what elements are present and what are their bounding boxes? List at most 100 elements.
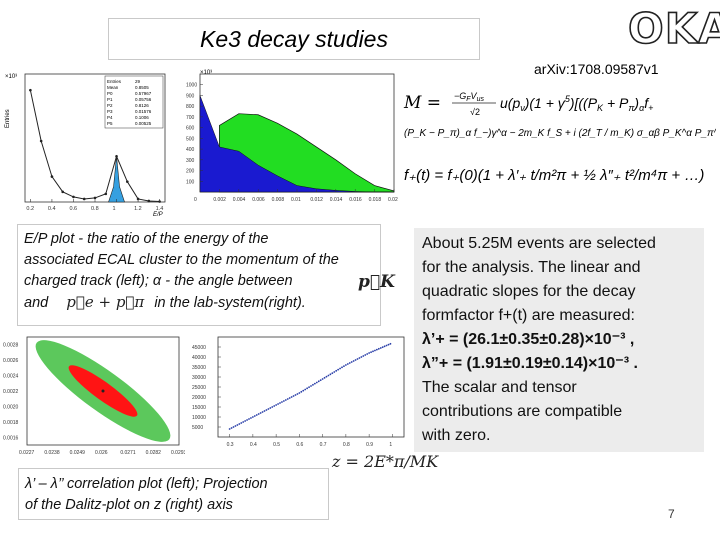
z-data-point: [263, 410, 266, 412]
results-line2: for the analysis. The linear and: [422, 259, 641, 276]
z-data-point: [337, 368, 340, 371]
stats-box: [104, 75, 164, 129]
caption-top: E/P plot - the ratio of the energy of th…: [17, 224, 381, 326]
amplitude-formula-body: u(pν)(1 + γ5)[((PK + Pπ)αf+: [500, 94, 653, 113]
amplitude-denominator: √2: [470, 107, 480, 117]
y-axis-label: Entries: [5, 109, 11, 128]
z-data-point: [331, 372, 334, 375]
z-data-point: [343, 365, 345, 368]
y-tick-label: 10000: [192, 415, 206, 421]
stats-value: 0.8126: [135, 103, 149, 108]
z-definition: z = 2E*π/MK: [332, 452, 439, 471]
y-tick-label: 15000: [192, 405, 206, 411]
z-data-point: [323, 376, 326, 379]
results-line4: formfactor f+(t) are measured:: [422, 307, 635, 324]
plot-frame: [217, 336, 405, 438]
y-tick-label: 500: [186, 136, 195, 142]
y-tick-label: 0.0016: [3, 435, 19, 441]
y-tick-label: 5000: [192, 425, 203, 431]
z-data-point: [275, 404, 278, 406]
vector-pk: p⃗K: [358, 272, 395, 292]
z-data-point: [242, 421, 245, 423]
ep-data-point: [29, 88, 32, 92]
stats-key: P0: [107, 91, 113, 96]
z-data-point: [356, 358, 359, 360]
z-data-point: [354, 359, 357, 361]
y-tick-label: 0.0018: [3, 420, 19, 426]
x-tick-label: 1.2: [134, 206, 142, 212]
y-tick-label: 35000: [192, 365, 206, 371]
z-data-point: [236, 424, 239, 426]
z-data-point: [344, 364, 347, 366]
z-data-point: [250, 417, 252, 419]
x-tick-label: 0.02: [388, 197, 398, 203]
z-data-point: [364, 354, 367, 356]
y-tick-label: 400: [186, 147, 195, 153]
x-tick-label: 0.3: [227, 442, 234, 448]
caption-bottom-line2: of the Dalitz-plot on z (right) axis: [25, 497, 233, 513]
z-data-point: [366, 353, 369, 355]
z-data-point: [358, 357, 361, 359]
z-data-point: [313, 382, 316, 385]
results-line9: with zero.: [422, 427, 491, 444]
ep-data-point: [61, 190, 64, 194]
z-data-point: [362, 355, 365, 357]
z-data-point: [238, 423, 241, 425]
x-tick-label: 0.026: [95, 450, 108, 456]
y-tick-label: 0.0022: [3, 389, 19, 395]
z-data-point: [286, 398, 289, 400]
z-data-point: [387, 343, 390, 346]
z-data-point: [300, 390, 303, 393]
z-data-point: [383, 345, 386, 348]
y-tick-label: 700: [186, 115, 195, 121]
x-tick-label: 0.7: [320, 442, 327, 448]
z-data-point: [389, 342, 392, 345]
caption-bottom: λ’ – λ’’ correlation plot (left); Projec…: [18, 468, 329, 520]
z-data-point: [290, 396, 293, 398]
y-tick-label: 0.0026: [3, 358, 19, 364]
x-tick-label: 0.014: [330, 197, 343, 203]
lambda-double-prime-result: λ”+ = (1.91±0.19±0.14)×10⁻³ .: [422, 355, 638, 372]
y-multiplier: ×10³: [200, 70, 212, 76]
z-data-point: [379, 347, 382, 349]
z-data-point: [315, 381, 318, 384]
caption-top-line3: charged track (left); α - the angle betw…: [24, 273, 293, 289]
x-tick-label: 0: [194, 197, 197, 203]
y-tick-label: 40000: [192, 355, 206, 361]
stats-key: Entries: [107, 79, 122, 84]
stats-key: P4: [107, 115, 113, 120]
x-tick-label: 0.004: [233, 197, 246, 203]
y-tick-label: 45000: [192, 345, 206, 351]
x-tick-label: 0.5: [273, 442, 280, 448]
z-data-point: [375, 348, 378, 351]
ep-data-point: [136, 197, 140, 201]
z-data-point: [327, 374, 330, 377]
alpha-histogram: ×10³ 100 200 300 400 500 600 700 800 900 1000 0 0.00…: [186, 70, 398, 203]
ep-data-point: [104, 192, 108, 196]
x-tick-label: 0.0271: [120, 450, 136, 456]
caption-top-and: and: [24, 295, 49, 311]
z-data-point: [310, 385, 312, 387]
ep-data-point: [39, 139, 43, 143]
y-tick-label: 600: [186, 126, 195, 132]
y-tick-label: 20000: [192, 395, 206, 401]
x-tick-label: 0.008: [272, 197, 285, 203]
x-tick-label: 0.2: [26, 206, 34, 212]
z-data-point: [246, 419, 248, 421]
z-data-point: [329, 373, 332, 376]
x-tick-label: 1: [113, 206, 116, 212]
x-tick-label: 0.006: [252, 197, 265, 203]
z-data-point: [304, 388, 307, 391]
results-line7: The scalar and tensor: [422, 379, 577, 396]
slide-title-box: Ke3 decay studies: [108, 18, 480, 60]
z-projection-plot: 5000 10000 15000 20000 25000 30000 35000 40000 4…: [192, 336, 405, 448]
x-tick-label: 0.018: [369, 197, 382, 203]
stats-value: 0.8505: [135, 85, 149, 90]
results-line3: quadratic slopes for the decay: [422, 283, 636, 300]
y-tick-label: 0.0024: [3, 374, 19, 380]
x-tick-label: 0.6: [296, 442, 303, 448]
y-tick-label: 25000: [192, 385, 206, 391]
y-tick-label: 200: [186, 169, 195, 175]
arxiv-reference: arXiv:1708.09587v1: [534, 61, 659, 77]
z-data-point: [281, 401, 283, 403]
